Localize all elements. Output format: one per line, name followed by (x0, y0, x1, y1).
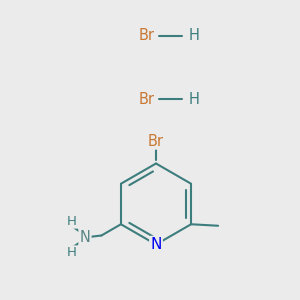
Text: N: N (150, 237, 162, 252)
Text: H: H (189, 28, 200, 44)
Text: Br: Br (148, 134, 164, 148)
Text: N: N (80, 230, 90, 244)
Text: H: H (189, 92, 200, 106)
Text: H: H (67, 246, 76, 260)
Text: H: H (67, 214, 76, 228)
Text: Br: Br (139, 92, 154, 106)
Text: Br: Br (139, 28, 154, 44)
